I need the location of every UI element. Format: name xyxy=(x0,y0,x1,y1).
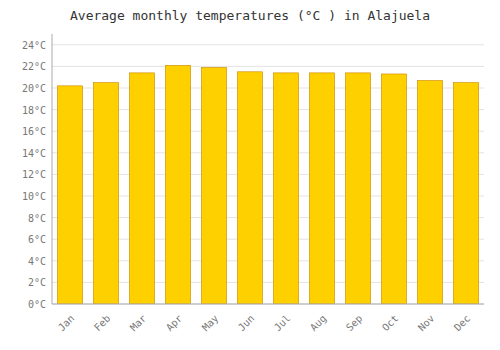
chart: Average monthly temperatures (°C ) in Al… xyxy=(0,0,500,350)
bar xyxy=(345,73,370,304)
title: Average monthly temperatures (°C ) in Al… xyxy=(70,8,430,23)
x-tick-label: Jan xyxy=(56,313,77,334)
grid xyxy=(52,45,484,304)
grid-line xyxy=(52,44,484,45)
bar xyxy=(165,65,190,304)
x-tick-label: Sep xyxy=(344,313,365,334)
x-tick-label: Jul xyxy=(272,313,293,334)
x-tick-label: Dec xyxy=(452,313,473,334)
y-tick-label: 2°C xyxy=(28,277,46,288)
y-tick-label: 4°C xyxy=(28,256,46,267)
bar xyxy=(93,83,118,304)
bar xyxy=(129,73,154,304)
bar xyxy=(417,80,442,304)
bar xyxy=(237,72,262,304)
grid-line xyxy=(52,66,484,67)
bar xyxy=(381,74,406,304)
y-tick-label: 16°C xyxy=(22,126,46,137)
bar xyxy=(57,86,82,304)
bar xyxy=(273,73,298,304)
y-tick-label: 14°C xyxy=(22,148,46,159)
y-tick-label: 22°C xyxy=(22,61,46,72)
x-tick-label: Oct xyxy=(380,313,401,334)
y-axis-line xyxy=(52,34,53,304)
y-tick-label: 6°C xyxy=(28,234,46,245)
bar xyxy=(453,83,478,304)
x-axis-line xyxy=(52,304,484,305)
x-tick-label: Apr xyxy=(164,313,185,334)
y-tick-label: 24°C xyxy=(22,40,46,51)
bar xyxy=(309,73,334,304)
bar xyxy=(201,67,226,304)
y-tick-label: 0°C xyxy=(28,299,46,310)
y-tick-label: 10°C xyxy=(22,191,46,202)
x-tick-label: May xyxy=(200,313,221,334)
y-tick-label: 12°C xyxy=(22,169,46,180)
x-tick-label: Jun xyxy=(236,313,257,334)
grid-line xyxy=(52,304,484,305)
y-tick-label: 8°C xyxy=(28,213,46,224)
bars xyxy=(57,65,478,304)
x-tick-label: Aug xyxy=(308,313,329,334)
y-tick-label: 20°C xyxy=(22,83,46,94)
x-tick-label: Mar xyxy=(128,313,149,334)
y-tick-label: 18°C xyxy=(22,105,46,116)
x-tick-label: Nov xyxy=(416,313,437,334)
x-tick-label: Feb xyxy=(92,313,113,334)
